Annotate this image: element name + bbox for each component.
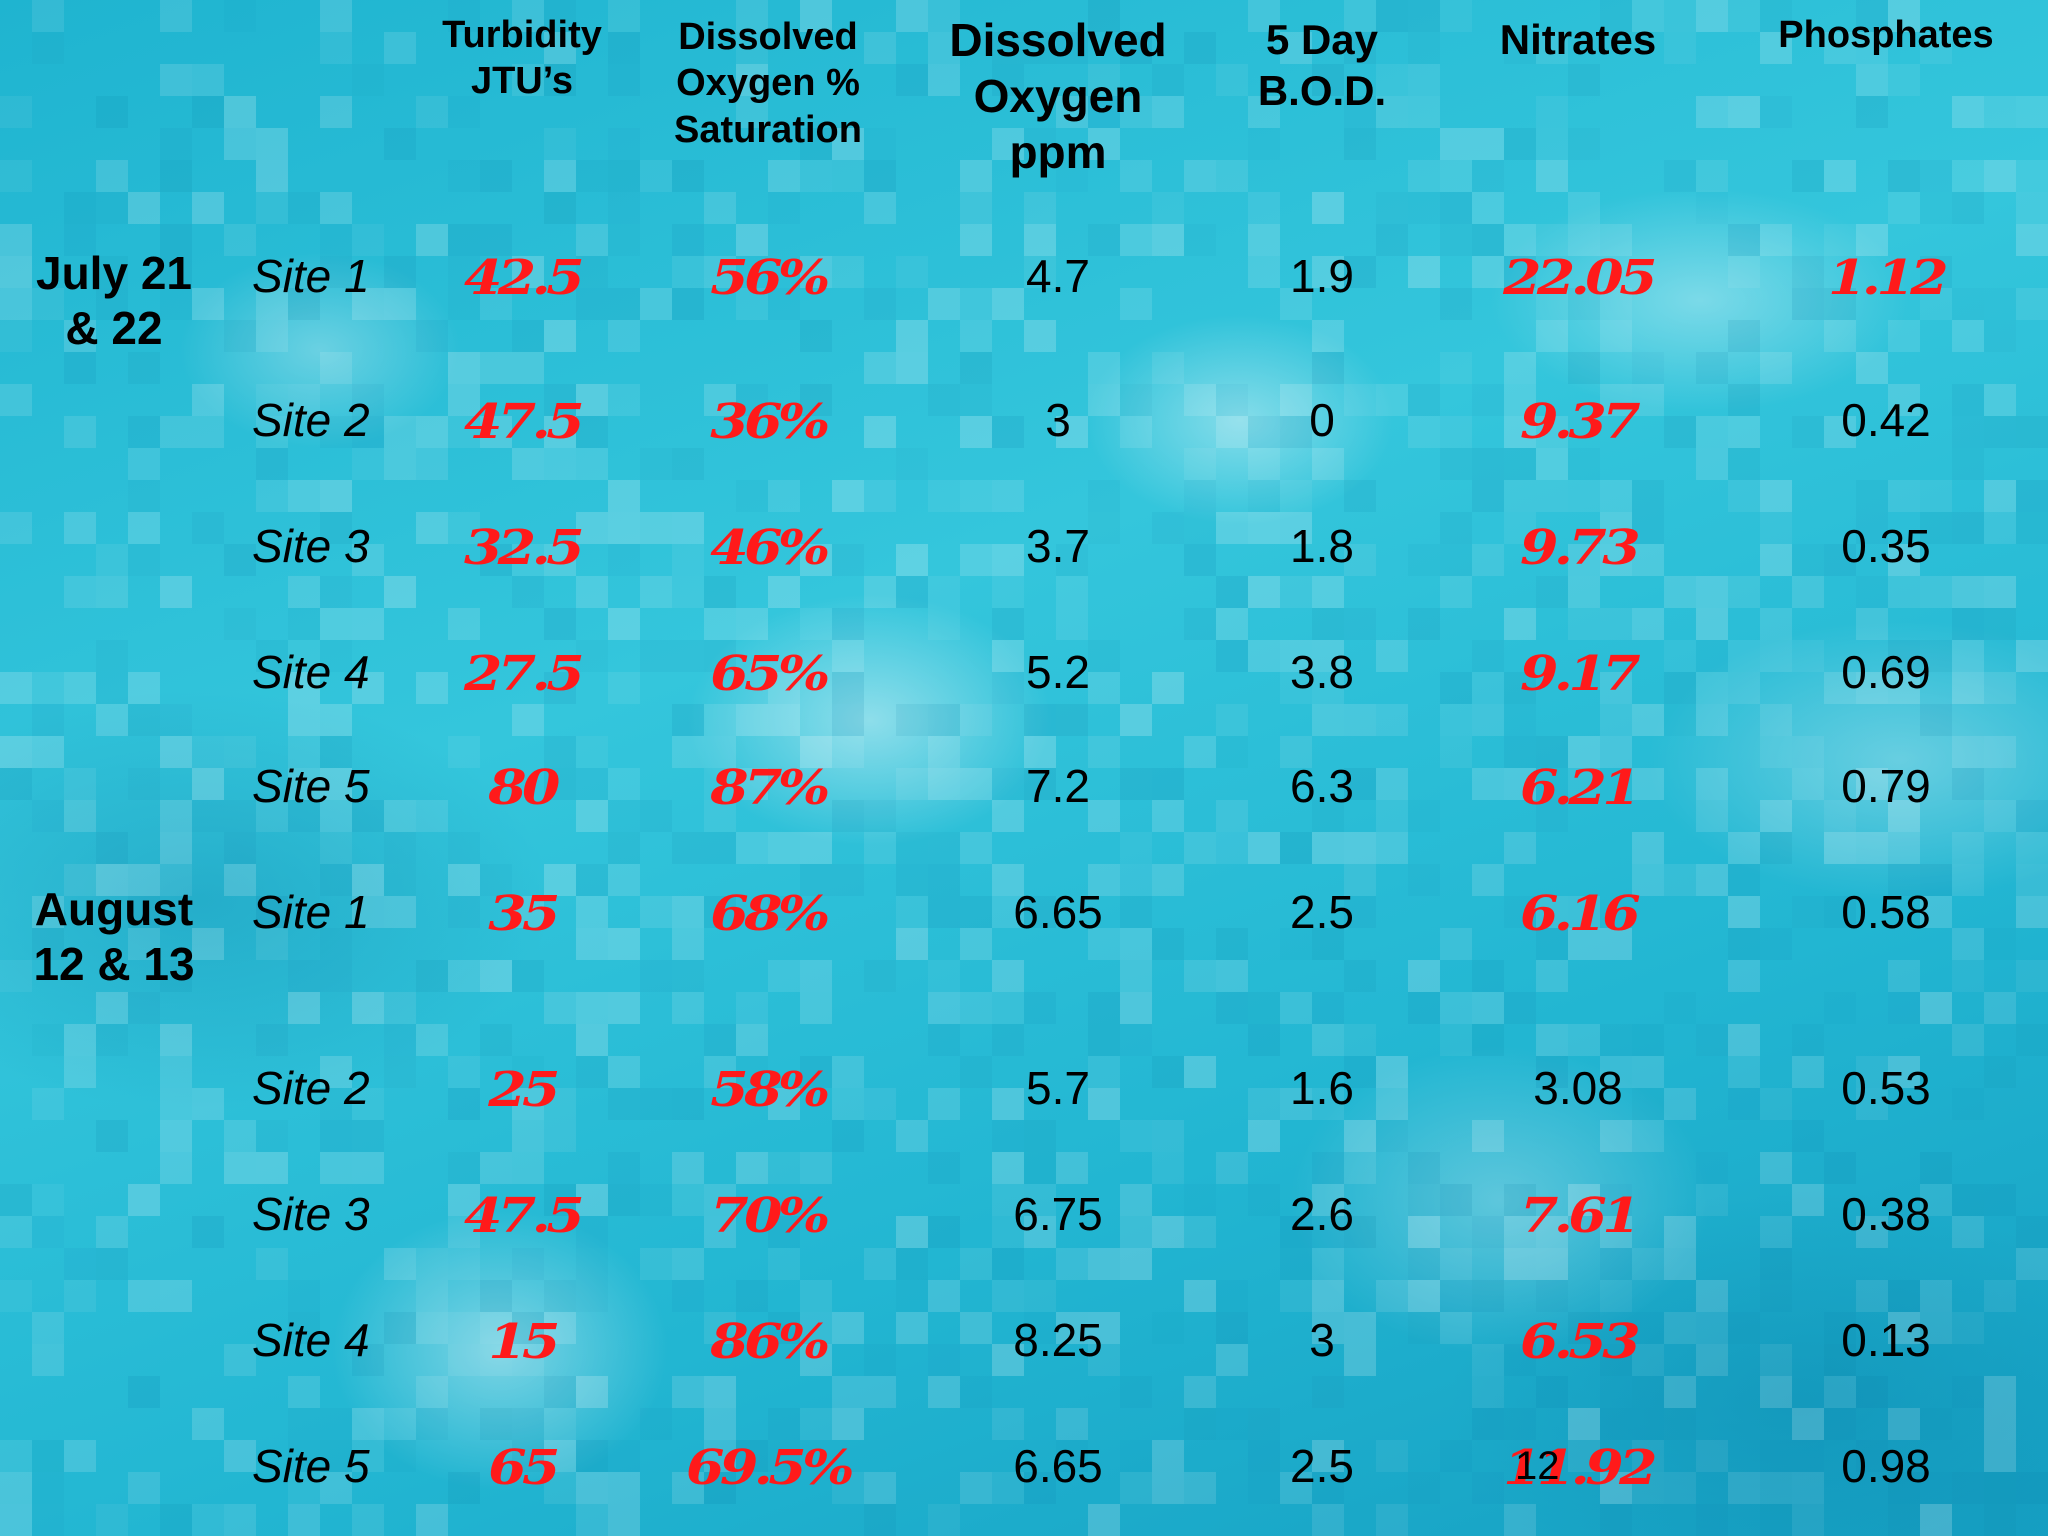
value-bod: 6.3: [1290, 760, 1354, 812]
value-do_ppm: 4.7: [1026, 250, 1090, 302]
header-line: Phosphates: [1778, 14, 1994, 56]
column-header-turbidity: Turbidity JTU’s: [442, 12, 602, 105]
header-line: Turbidity: [442, 14, 602, 56]
date-label: July 21 & 22: [36, 246, 192, 356]
date-line: 12 & 13: [33, 938, 195, 991]
value-bod: 2.6: [1290, 1188, 1354, 1240]
value-bod: 1.8: [1290, 520, 1354, 572]
value-turbidity: 15: [488, 1314, 560, 1370]
slide-number: 12: [1515, 1444, 1560, 1488]
value-do_sat: 70%: [710, 1188, 830, 1244]
column-header-phosphates: Phosphates: [1778, 12, 1993, 58]
value-phosphates: 0.35: [1841, 520, 1931, 572]
site-label: Site 4: [252, 1314, 370, 1366]
value-do_ppm: 6.65: [1013, 1440, 1103, 1492]
site-label: Site 5: [252, 760, 370, 812]
value-turbidity: 32.5: [463, 520, 585, 576]
value-bod: 1.6: [1290, 1062, 1354, 1114]
value-bod: 2.5: [1290, 1440, 1354, 1492]
value-turbidity: 42.5: [463, 250, 585, 306]
site-label: Site 2: [252, 1062, 370, 1114]
header-line: Dissolved: [678, 16, 858, 58]
date-label: August 12 & 13: [33, 882, 194, 992]
value-do_ppm: 5.7: [1026, 1062, 1090, 1114]
value-do_sat: 65%: [710, 646, 830, 702]
header-line: Nitrates: [1499, 16, 1657, 63]
value-bod: 3: [1309, 1314, 1335, 1366]
value-bod: 1.9: [1290, 250, 1354, 302]
value-nitrates: 9.37: [1519, 394, 1641, 450]
value-nitrates: 6.53: [1519, 1314, 1641, 1370]
column-header-do_sat: Dissolved Oxygen % Saturation: [674, 14, 862, 153]
value-bod: 3.8: [1290, 646, 1354, 698]
header-line: Oxygen %: [676, 62, 860, 105]
value-turbidity: 27.5: [463, 646, 585, 702]
value-turbidity: 25: [488, 1062, 560, 1118]
header-line: B.O.D.: [1257, 67, 1387, 115]
value-do_ppm: 6.75: [1013, 1188, 1103, 1240]
value-do_ppm: 8.25: [1013, 1314, 1103, 1366]
value-nitrates: 9.73: [1519, 520, 1641, 576]
date-line: August: [34, 883, 194, 935]
value-do_sat: 58%: [710, 1062, 830, 1118]
value-nitrates: 22.05: [1503, 250, 1657, 306]
value-do_sat: 56%: [710, 250, 830, 306]
value-turbidity: 80: [488, 760, 560, 816]
header-line: ppm: [1009, 126, 1107, 179]
value-do_sat: 86%: [710, 1314, 830, 1370]
value-do_sat: 68%: [710, 886, 830, 942]
value-nitrates: 9.17: [1519, 646, 1641, 702]
header-line: JTU’s: [470, 60, 574, 103]
value-turbidity: 65: [488, 1440, 560, 1496]
column-header-nitrates: Nitrates: [1500, 14, 1656, 65]
value-nitrates: 6.16: [1519, 886, 1641, 942]
site-label: Site 3: [252, 1188, 370, 1240]
date-line: & 22: [65, 302, 163, 355]
value-phosphates: 0.69: [1841, 646, 1931, 698]
value-nitrates: 7.61: [1519, 1188, 1641, 1244]
value-do_ppm: 5.2: [1026, 646, 1090, 698]
date-line: July 21: [36, 247, 192, 299]
site-label: Site 1: [252, 886, 370, 938]
value-phosphates: 0.58: [1841, 886, 1931, 938]
value-do_ppm: 3.7: [1026, 520, 1090, 572]
value-do_sat: 87%: [710, 760, 830, 816]
site-label: Site 5: [252, 1440, 370, 1492]
value-turbidity: 47.5: [463, 394, 585, 450]
value-bod: 0: [1309, 394, 1335, 446]
site-label: Site 1: [252, 250, 370, 302]
value-nitrates: 6.21: [1519, 760, 1641, 816]
value-nitrates: 11.92: [1503, 1440, 1657, 1496]
site-label: Site 2: [252, 394, 370, 446]
site-label: Site 4: [252, 646, 370, 698]
value-phosphates: 0.38: [1841, 1188, 1931, 1240]
value-do_ppm: 6.65: [1013, 886, 1103, 938]
value-do_ppm: 3: [1045, 394, 1071, 446]
value-turbidity: 47.5: [463, 1188, 585, 1244]
value-do_sat: 46%: [710, 520, 830, 576]
header-line: 5 Day: [1265, 16, 1379, 63]
header-line: Oxygen: [973, 70, 1143, 123]
value-nitrates: 3.08: [1533, 1062, 1623, 1114]
column-header-do_ppm: Dissolved Oxygen ppm: [949, 12, 1166, 180]
column-header-bod: 5 Day B.O.D.: [1258, 14, 1386, 116]
header-line: Saturation: [674, 108, 862, 151]
value-do_ppm: 7.2: [1026, 760, 1090, 812]
site-label: Site 3: [252, 520, 370, 572]
value-phosphates: 0.42: [1841, 394, 1931, 446]
header-line: Dissolved: [949, 14, 1167, 66]
value-do_sat: 36%: [710, 394, 830, 450]
value-phosphates: 0.53: [1841, 1062, 1931, 1114]
value-do_sat: 69.5%: [686, 1440, 854, 1496]
value-phosphates: 1.12: [1827, 250, 1949, 306]
value-phosphates: 0.79: [1841, 760, 1931, 812]
value-turbidity: 35: [488, 886, 560, 942]
value-bod: 2.5: [1290, 886, 1354, 938]
value-phosphates: 0.98: [1841, 1440, 1931, 1492]
value-phosphates: 0.13: [1841, 1314, 1931, 1366]
